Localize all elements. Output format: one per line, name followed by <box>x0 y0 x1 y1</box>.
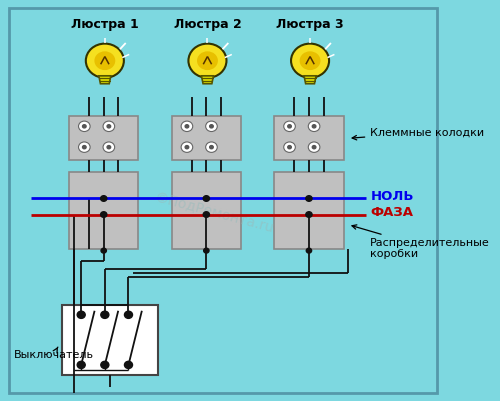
Bar <box>172 172 241 249</box>
Circle shape <box>308 121 320 132</box>
Circle shape <box>82 146 86 149</box>
Circle shape <box>204 248 209 253</box>
Circle shape <box>210 125 213 128</box>
Circle shape <box>94 51 116 70</box>
Text: ©ПодРемонта.ru: ©ПодРемонта.ru <box>153 190 276 235</box>
Circle shape <box>77 311 85 318</box>
Polygon shape <box>99 76 111 84</box>
Circle shape <box>100 196 107 201</box>
Circle shape <box>306 196 312 201</box>
Circle shape <box>288 146 292 149</box>
Circle shape <box>124 311 132 318</box>
Circle shape <box>284 142 296 152</box>
Circle shape <box>206 142 218 152</box>
Bar <box>274 116 344 160</box>
Text: Люстра 3: Люстра 3 <box>276 18 344 31</box>
Circle shape <box>300 51 320 70</box>
Circle shape <box>101 311 109 318</box>
Circle shape <box>82 125 86 128</box>
Circle shape <box>101 248 106 253</box>
Bar <box>172 116 241 160</box>
Circle shape <box>291 44 329 78</box>
Circle shape <box>86 44 124 78</box>
Circle shape <box>188 44 226 78</box>
Text: НОЛЬ: НОЛЬ <box>370 190 414 203</box>
Circle shape <box>107 146 110 149</box>
Circle shape <box>197 51 218 70</box>
Text: ФАЗА: ФАЗА <box>370 206 414 219</box>
Circle shape <box>103 142 115 152</box>
Circle shape <box>288 125 292 128</box>
Circle shape <box>185 125 188 128</box>
Circle shape <box>203 212 209 217</box>
Bar <box>62 305 158 375</box>
Text: Клеммные колодки: Клеммные колодки <box>352 128 484 140</box>
Circle shape <box>78 121 90 132</box>
Circle shape <box>103 121 115 132</box>
Bar <box>274 172 344 249</box>
Circle shape <box>312 125 316 128</box>
Bar <box>69 172 138 249</box>
Text: Выключатель: Выключатель <box>14 347 94 360</box>
Circle shape <box>210 146 213 149</box>
Text: Люстра 1: Люстра 1 <box>71 18 138 31</box>
Circle shape <box>77 361 85 369</box>
Circle shape <box>306 248 312 253</box>
Circle shape <box>124 361 132 369</box>
Bar <box>69 116 138 160</box>
Text: Распределительные
коробки: Распределительные коробки <box>352 225 490 259</box>
Circle shape <box>100 212 107 217</box>
Polygon shape <box>202 76 213 84</box>
Circle shape <box>203 196 209 201</box>
Circle shape <box>181 121 192 132</box>
Circle shape <box>107 125 110 128</box>
Circle shape <box>284 121 296 132</box>
Circle shape <box>306 212 312 217</box>
Text: Люстра 2: Люстра 2 <box>174 18 242 31</box>
Circle shape <box>206 121 218 132</box>
Circle shape <box>101 361 109 369</box>
Circle shape <box>308 142 320 152</box>
Circle shape <box>185 146 188 149</box>
Circle shape <box>78 142 90 152</box>
Polygon shape <box>304 76 316 84</box>
Circle shape <box>312 146 316 149</box>
Circle shape <box>181 142 192 152</box>
